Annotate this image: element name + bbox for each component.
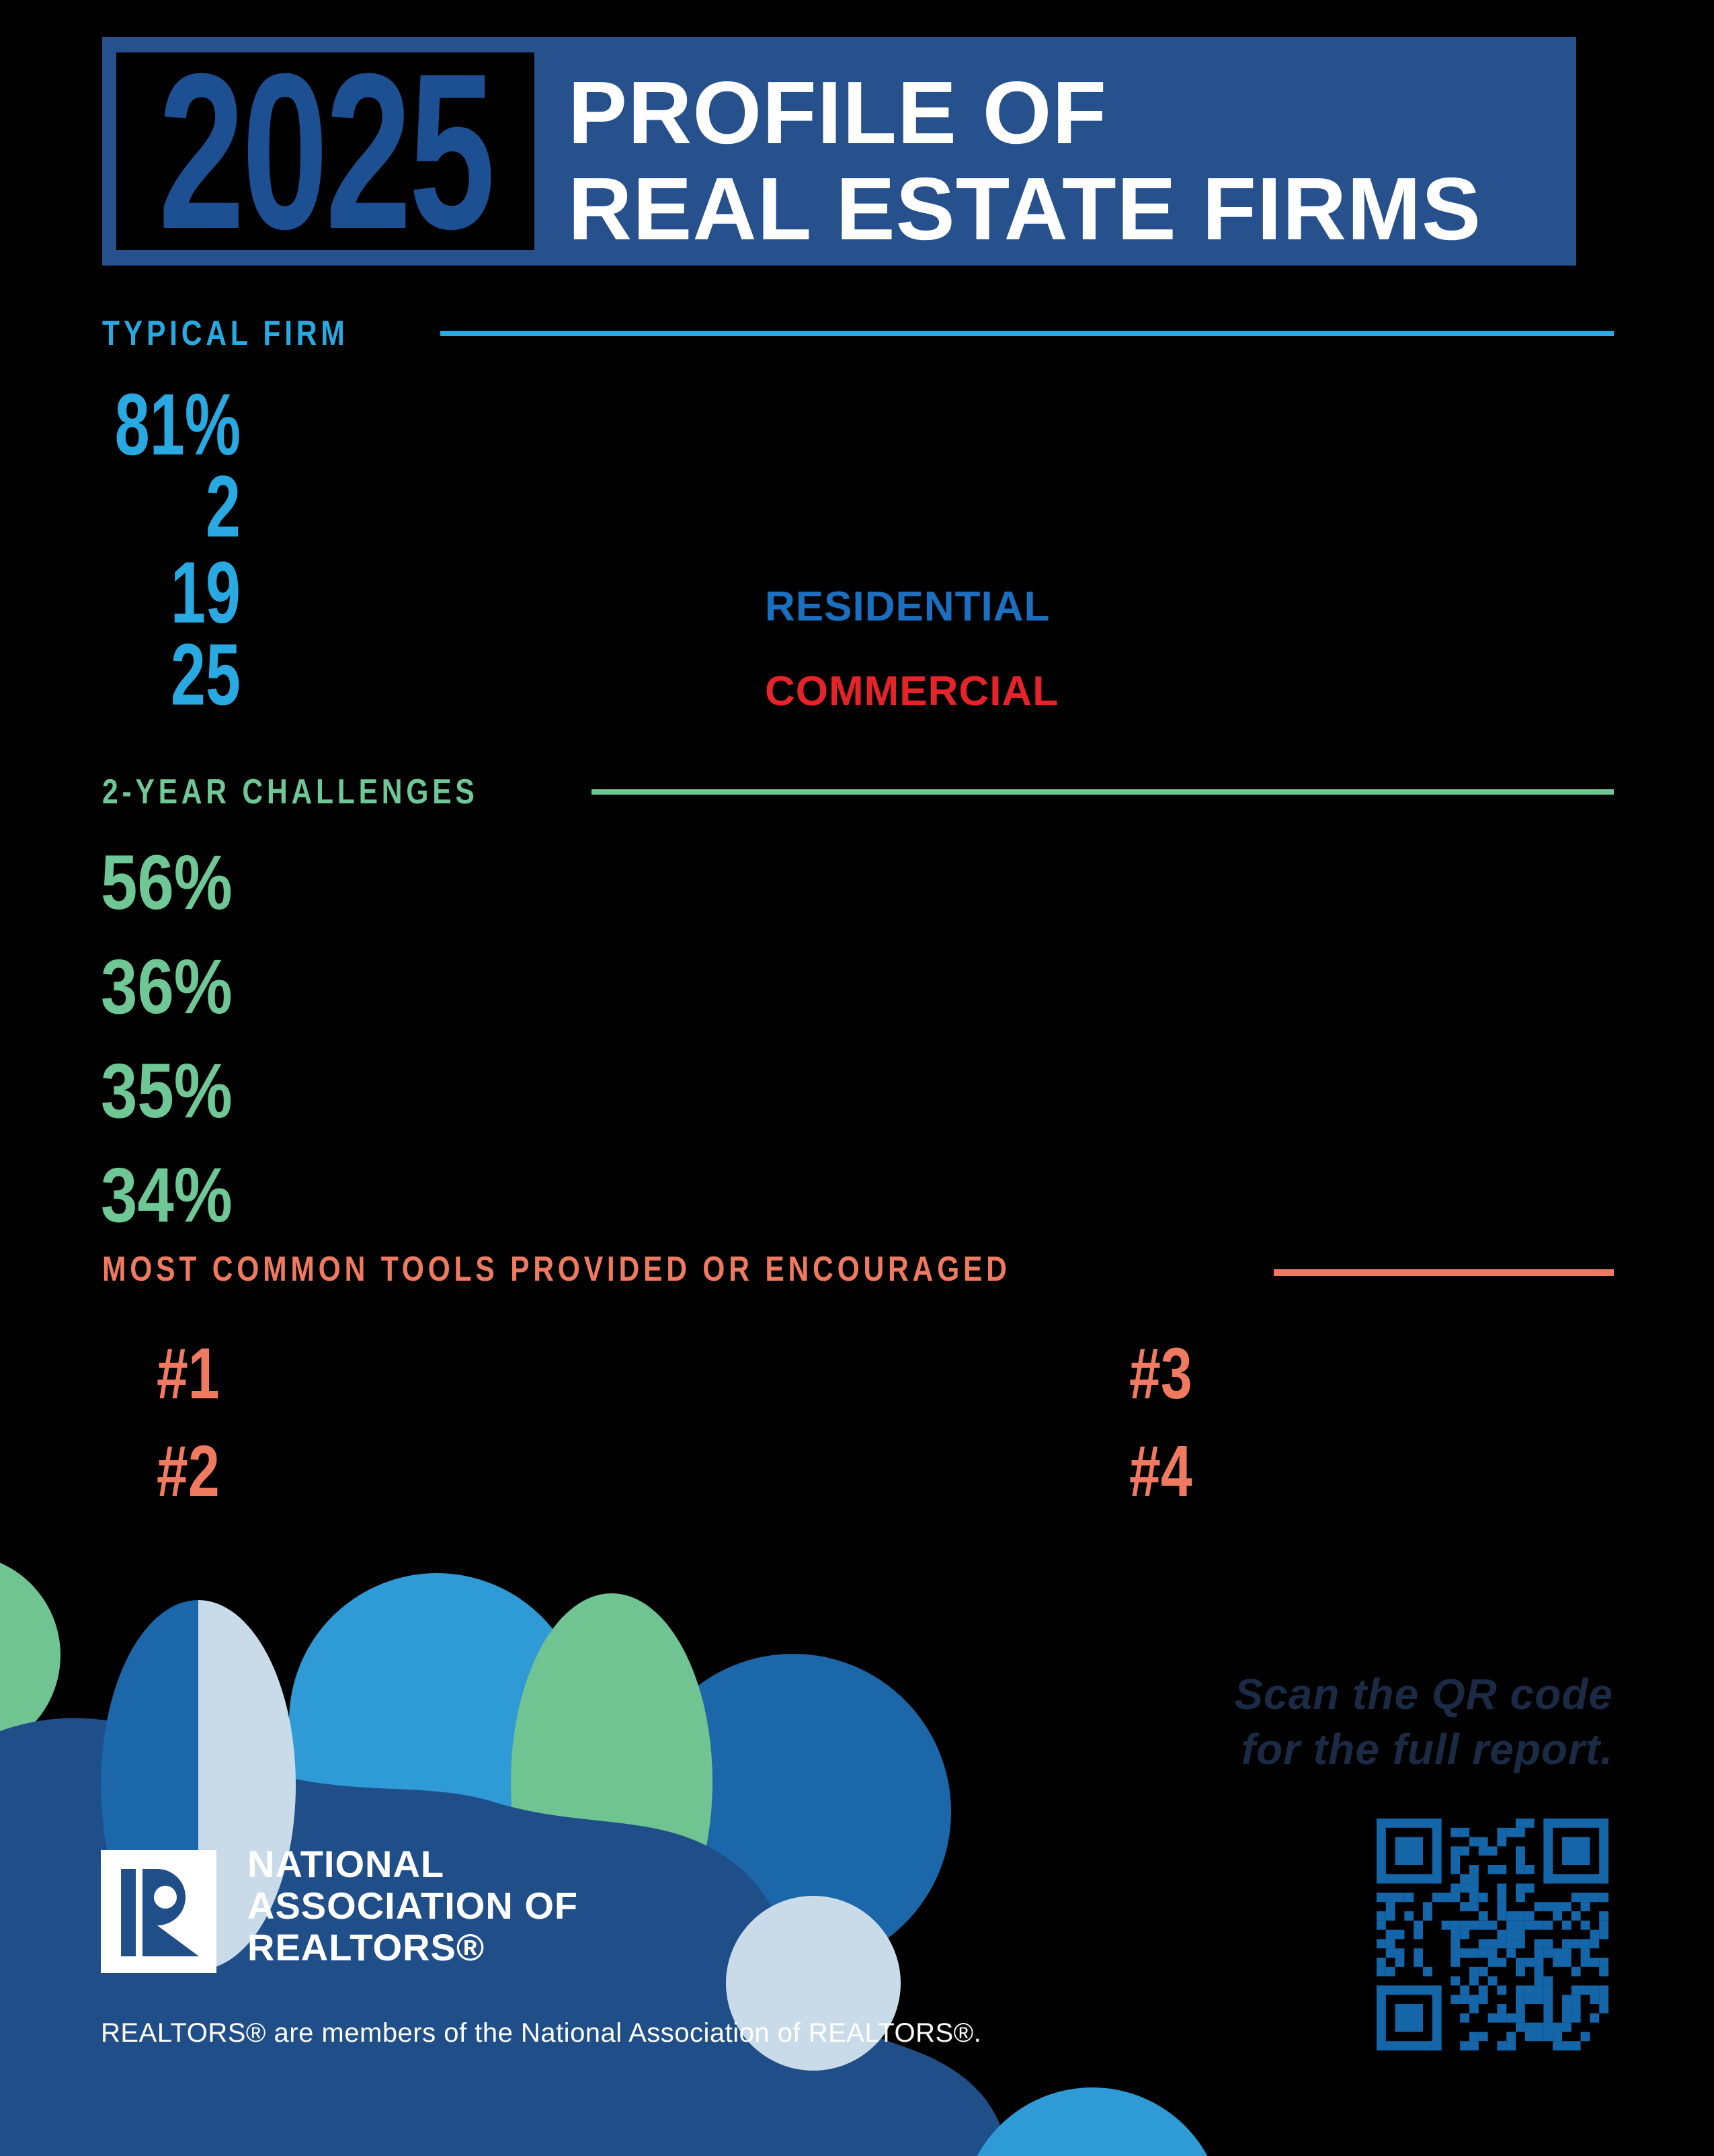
tag-commercial: COMMERCIAL (765, 668, 1059, 715)
stat-offices: 2 (205, 457, 241, 555)
nar-wordmark: NATIONAL ASSOCIATION OF REALTORS® (247, 1843, 578, 1968)
page-title: PROFILE OF REAL ESTATE FIRMS (568, 65, 1481, 257)
page-title-line2: REAL ESTATE FIRMS (568, 159, 1482, 258)
tool-rank-3: #3 (1129, 1332, 1192, 1414)
decor-pale-blue-drop (726, 1896, 901, 2071)
tool-rank-4: #4 (1129, 1430, 1192, 1511)
scan-qr-caption-line2: for the full report. (1241, 1724, 1613, 1773)
tag-residential: RESIDENTIAL (765, 584, 1051, 630)
stat-agents-residential: 19 (170, 543, 241, 641)
qr-code-icon (1377, 1819, 1608, 2050)
section-rule-typical-firm (440, 331, 1614, 336)
tool-rank-1: #1 (157, 1332, 220, 1414)
year-text: 2025 (158, 27, 495, 275)
nar-logo (101, 1850, 216, 1973)
section-label-typical-firm: TYPICAL FIRM (102, 314, 349, 353)
nar-wordmark-line2: ASSOCIATION OF (247, 1884, 579, 1927)
nar-logo-r-icon (121, 1869, 199, 1956)
tool-rank-2: #2 (157, 1430, 220, 1511)
section-rule-challenges (591, 789, 1614, 795)
challenge-pct-1: 56% (101, 840, 233, 926)
section-label-challenges: 2-YEAR CHALLENGES (102, 772, 479, 811)
nar-wordmark-line1: NATIONAL (247, 1843, 445, 1885)
challenge-pct-2: 36% (101, 944, 233, 1030)
challenge-pct-3: 35% (101, 1048, 233, 1134)
page-title-line1: PROFILE OF (568, 63, 1107, 162)
nar-wordmark-line3: REALTORS® (247, 1926, 485, 1968)
stat-agents-commercial: 25 (170, 625, 241, 723)
challenge-pct-4: 34% (101, 1152, 233, 1238)
header-banner: 2025 PROFILE OF REAL ESTATE FIRMS (102, 37, 1576, 266)
scan-qr-caption: Scan the QR code for the full report. (1234, 1667, 1613, 1778)
section-rule-tools (1274, 1269, 1614, 1276)
year-box: 2025 (116, 40, 534, 262)
section-label-tools: MOST COMMON TOOLS PROVIDED OR ENCOURAGED (102, 1250, 1011, 1289)
stat-office-pct: 81% (114, 375, 241, 473)
scan-qr-caption-line1: Scan the QR code (1234, 1670, 1613, 1718)
disclaimer-text: REALTORS® are members of the National As… (101, 2018, 982, 2048)
